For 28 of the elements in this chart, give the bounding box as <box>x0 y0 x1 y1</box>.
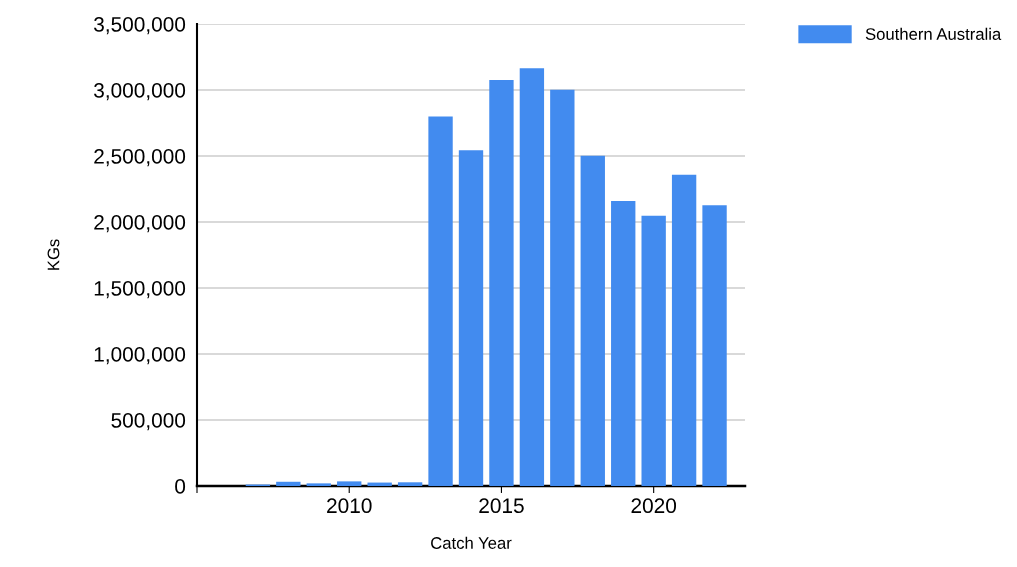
bar <box>550 89 575 486</box>
bar <box>671 174 697 486</box>
bar <box>702 205 727 486</box>
y-axis-title: KGs <box>47 239 60 270</box>
y-tick-label: 2,000,000 <box>94 215 186 233</box>
x-tick-label: 2020 <box>631 498 677 514</box>
bar <box>306 483 331 486</box>
bar <box>641 215 666 486</box>
y-tick-label: 1,500,000 <box>94 281 186 299</box>
bar <box>397 482 423 486</box>
y-tick-label: 3,500,000 <box>94 17 186 35</box>
bar <box>519 68 545 486</box>
bar <box>337 481 362 486</box>
y-tick-label: 3,000,000 <box>94 83 186 101</box>
x-tick-label: 2015 <box>479 498 524 514</box>
bar <box>580 155 605 486</box>
legend-label: Southern Australia <box>865 27 1002 40</box>
x-tick-label: 2010 <box>327 498 372 514</box>
bar <box>489 79 514 486</box>
y-tick-label: 0 <box>175 479 186 494</box>
bar <box>276 481 301 486</box>
y-tick-label: 2,500,000 <box>94 149 186 167</box>
y-tick-label: 1,000,000 <box>94 347 186 365</box>
y-tick-label: 500,000 <box>111 413 186 431</box>
bar <box>428 116 453 486</box>
bar <box>611 201 636 486</box>
bar <box>458 150 484 486</box>
x-axis-title: Catch Year <box>431 536 512 549</box>
